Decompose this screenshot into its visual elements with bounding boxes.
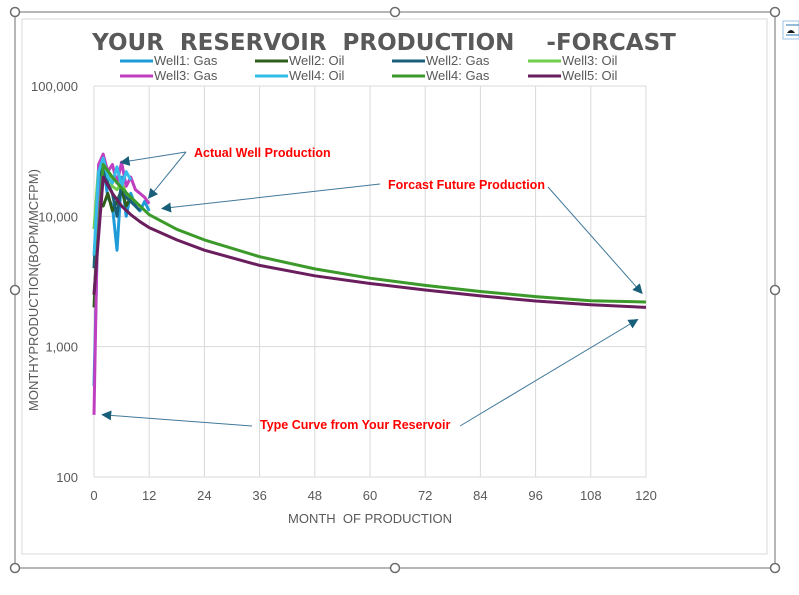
- axis-ticks: 0 12 24 36 48 60 72 84 96 108 120 100 1,000 10,000 100…: [31, 79, 657, 503]
- legend: Well1: Gas Well2: Oil Well2: Gas Well3: Oil…: [120, 53, 617, 83]
- legend-label: Well4: Oil: [289, 68, 344, 83]
- annotation: Type Curve from Your Reservoir: [101, 319, 639, 432]
- x-tick-label: 120: [635, 488, 657, 503]
- resize-handle[interactable]: [9, 284, 21, 296]
- y-tick-label: 10,000: [38, 209, 78, 224]
- x-tick-label: 36: [252, 488, 266, 503]
- legend-item[interactable]: Well4: Gas: [392, 68, 490, 83]
- annotation-arrow: [547, 186, 643, 295]
- legend-item[interactable]: Well2: Gas: [392, 53, 490, 68]
- resize-handle[interactable]: [769, 562, 781, 574]
- x-tick-label: 0: [90, 488, 97, 503]
- legend-label: Well1: Gas: [154, 53, 218, 68]
- chart-area[interactable]: [21, 18, 768, 555]
- annotation: Forcast Future Production: [161, 178, 643, 295]
- legend-label: Well4: Gas: [426, 68, 490, 83]
- x-tick-label: 72: [418, 488, 432, 503]
- resize-handle[interactable]: [769, 6, 781, 18]
- y-axis-label: MONTHYPRODUCTION(BOPM/MCFPM): [26, 169, 41, 411]
- resize-handle[interactable]: [9, 6, 21, 18]
- annotation-arrow: [119, 151, 187, 166]
- resize-handle[interactable]: [389, 562, 401, 574]
- annotation-label: Forcast Future Production: [388, 178, 545, 192]
- legend-item[interactable]: Well1: Gas: [120, 53, 218, 68]
- x-tick-label: 84: [473, 488, 487, 503]
- annotation-label: Actual Well Production: [194, 146, 331, 160]
- x-tick-label: 12: [142, 488, 156, 503]
- legend-item[interactable]: Well3: Gas: [120, 68, 218, 83]
- x-tick-label: 108: [580, 488, 602, 503]
- series-line-6[interactable]: [92, 156, 133, 256]
- resize-handle[interactable]: [9, 562, 21, 574]
- legend-label: Well2: Gas: [426, 53, 490, 68]
- y-tick-label: 100,000: [31, 79, 78, 94]
- annotations: Actual Well Production Forcast Future Pro…: [101, 146, 643, 432]
- x-tick-label: 60: [363, 488, 377, 503]
- y-tick-label: 100: [56, 470, 78, 485]
- legend-item[interactable]: Well2: Oil: [255, 53, 344, 68]
- annotation-arrow: [147, 151, 187, 199]
- legend-label: Well3: Oil: [562, 53, 617, 68]
- annotation-arrow: [161, 183, 381, 213]
- resize-handle[interactable]: [769, 284, 781, 296]
- x-tick-label: 24: [197, 488, 211, 503]
- chart-title: YOUR RESERVOIR PRODUCTION -FORCAST: [91, 30, 676, 56]
- x-tick-label: 48: [308, 488, 322, 503]
- series-line-8[interactable]: [92, 175, 647, 309]
- series-line-7[interactable]: [92, 163, 647, 304]
- resize-handle[interactable]: [389, 6, 401, 18]
- legend-label: Well3: Gas: [154, 68, 218, 83]
- annotation: Actual Well Production: [119, 146, 331, 199]
- legend-item[interactable]: Well3: Oil: [528, 53, 617, 68]
- legend-label: Well5: Oil: [562, 68, 617, 83]
- x-axis-label: MONTH OF PRODUCTION: [288, 511, 452, 526]
- annotation-arrow: [459, 319, 639, 427]
- legend-item[interactable]: Well4: Oil: [255, 68, 344, 83]
- y-tick-label: 1,000: [45, 340, 78, 355]
- gridlines: [93, 85, 647, 478]
- x-tick-label: 96: [528, 488, 542, 503]
- annotation-label: Type Curve from Your Reservoir: [260, 418, 450, 432]
- annotation-arrow: [101, 410, 253, 427]
- layout-options-icon[interactable]: [782, 20, 799, 40]
- legend-label: Well2: Oil: [289, 53, 344, 68]
- legend-item[interactable]: Well5: Oil: [528, 68, 617, 83]
